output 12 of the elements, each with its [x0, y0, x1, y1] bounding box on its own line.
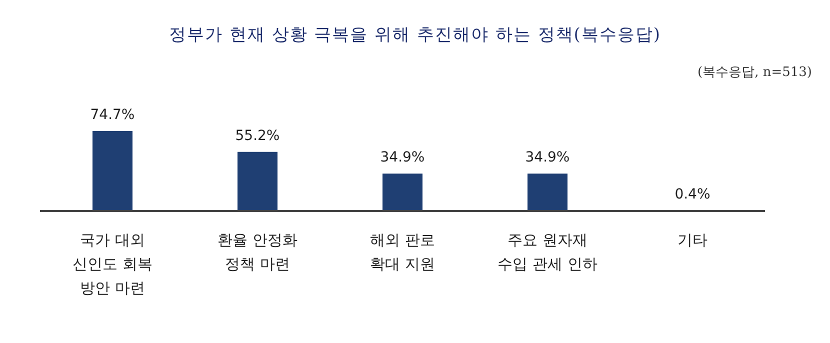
data-label: 34.9% [525, 150, 570, 166]
x-tick-label: 환율 안정화 정책 마련 [218, 231, 298, 273]
text: (복수응답, n=513) [698, 65, 812, 80]
chart-title: 정부가 현재 상황 극복을 위해 추진해야 하는 정책(복수응답) [168, 25, 662, 45]
data-label: 74.7% [90, 107, 135, 123]
x-tick-label: 주요 원자재 수입 관세 인하 [498, 231, 598, 273]
x-tick-label: 기타 [678, 231, 708, 249]
data-label: 34.9% [380, 150, 425, 166]
x-tick-label: 국가 대외 신인도 회복 방안 마련 [72, 231, 152, 297]
data-label: 55.2% [235, 128, 280, 144]
data-label: 0.4% [674, 186, 710, 203]
x-tick-label: 해외 판로 확대 지원 [370, 231, 435, 273]
